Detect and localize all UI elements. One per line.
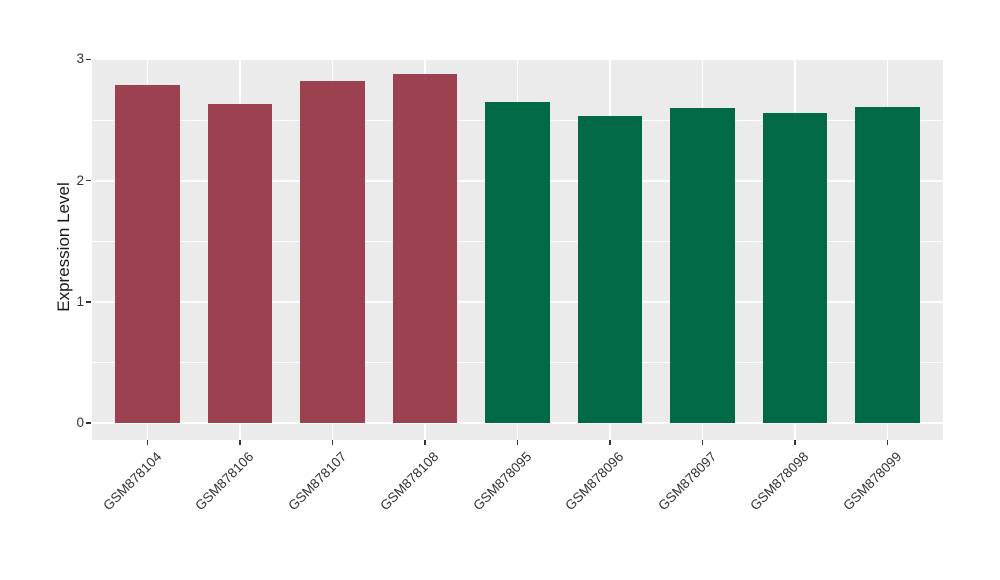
bar-GSM878106	[207, 104, 273, 423]
x-tick-mark	[516, 440, 519, 445]
x-tick-label-GSM878106: GSM878106	[192, 449, 257, 514]
x-tick-mark	[609, 440, 611, 445]
bar-GSM878107	[300, 81, 365, 423]
x-tick-mark	[886, 440, 889, 445]
x-tick-label-GSM878099: GSM878099	[839, 449, 905, 514]
y-tick-label: 2	[76, 172, 84, 188]
bar-GSM878097	[670, 107, 735, 423]
bar-GSM878098	[762, 112, 828, 423]
y-tick-mark	[86, 301, 91, 303]
x-tick-mark	[794, 440, 796, 445]
x-tick-mark	[701, 440, 704, 445]
y-tick-label: 1	[76, 293, 84, 309]
bar-GSM878095	[485, 101, 550, 423]
x-tick-label-GSM878107: GSM878107	[284, 449, 350, 514]
x-tick-label-GSM878097: GSM878097	[654, 449, 720, 514]
x-tick-label-GSM878104: GSM878104	[99, 449, 165, 514]
x-tick-mark	[424, 440, 426, 445]
x-tick-mark	[146, 440, 149, 445]
bar-GSM878096	[577, 116, 643, 423]
y-tick-label: 3	[76, 51, 84, 67]
y-tick-mark	[86, 422, 91, 424]
bar-GSM878099	[855, 106, 920, 423]
x-tick-mark	[331, 440, 334, 445]
x-tick-mark	[239, 440, 241, 445]
x-tick-label-GSM878108: GSM878108	[377, 449, 442, 514]
x-tick-label-GSM878096: GSM878096	[562, 449, 627, 514]
y-tick-mark	[86, 58, 91, 61]
bar-GSM878104	[115, 84, 180, 423]
x-tick-label-GSM878098: GSM878098	[747, 449, 812, 514]
bar-GSM878108	[392, 73, 458, 423]
plot-panel	[92, 58, 943, 440]
y-tick-label: 0	[76, 415, 84, 430]
x-tick-label-GSM878095: GSM878095	[469, 449, 535, 514]
y-tick-mark	[86, 179, 91, 182]
